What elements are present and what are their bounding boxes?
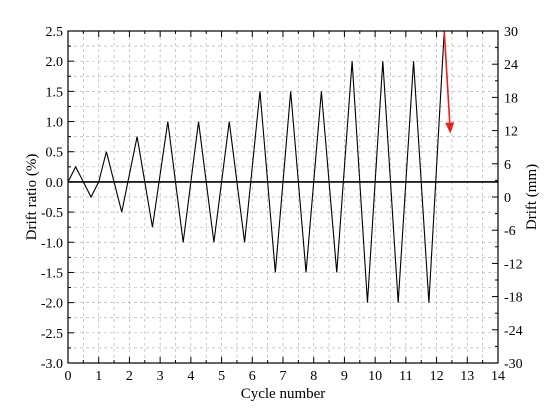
arrow-annotation — [443, 30, 455, 134]
x-tick-label: 7 — [280, 369, 287, 384]
y2-tick-label: 18 — [504, 91, 518, 106]
x-tick-label: 10 — [368, 369, 382, 384]
y2-tick-label: -12 — [504, 257, 523, 272]
x-tick-label: 12 — [430, 369, 444, 384]
y-tick-label: -2.0 — [41, 297, 63, 312]
y-tick-label: -1.5 — [41, 266, 63, 281]
x-tick-label: 3 — [157, 369, 164, 384]
x-tick-label: 6 — [249, 369, 256, 384]
x-tick-label: 2 — [126, 369, 133, 384]
x-tick-label: 13 — [460, 369, 474, 384]
x-axis-title: Cycle number — [241, 386, 326, 402]
x-tick-labels: 0 1 2 3 4 5 6 7 8 9 10 11 12 13 14 — [65, 369, 506, 384]
y-axis-title: Drift ratio (%) — [24, 154, 40, 241]
y2-axis-title: Drift (mm) — [524, 164, 540, 230]
drift-series-line — [67, 30, 445, 303]
x-tick-label: 9 — [341, 369, 348, 384]
y-tick-label: -0.5 — [41, 206, 63, 221]
y-tick-label: 0.5 — [46, 146, 64, 161]
y-tick-label: 1.0 — [46, 116, 64, 131]
y2-tick-labels: -30 -24 -18 -12 -6 0 6 12 18 24 30 — [504, 25, 523, 372]
arrow-head — [445, 122, 455, 134]
x-tick-label: 1 — [95, 369, 102, 384]
y-tick-label: -2.5 — [41, 327, 63, 342]
y2-tick-label: 12 — [504, 125, 518, 140]
axis-ticks — [67, 30, 499, 364]
x-tick-label: 8 — [310, 369, 317, 384]
x-tick-label: 5 — [218, 369, 225, 384]
x-tick-label: 11 — [399, 369, 412, 384]
y2-tick-label: 24 — [504, 58, 518, 73]
grid — [68, 31, 498, 363]
y2-tick-label: -18 — [504, 291, 523, 306]
x-tick-label: 4 — [187, 369, 194, 384]
y2-tick-label: -30 — [504, 357, 523, 372]
y2-tick-label: 30 — [504, 25, 518, 40]
arrow-shaft — [443, 30, 451, 123]
y2-tick-label: -6 — [504, 224, 516, 239]
y2-tick-label: 0 — [504, 191, 511, 206]
y-tick-labels: -3.0 -2.5 -2.0 -1.5 -1.0 -0.5 0.0 0.5 1.0 1.5 2.0 2… — [41, 25, 63, 372]
y-tick-label: 2.0 — [46, 55, 64, 70]
y-tick-label: 1.5 — [46, 85, 64, 100]
y-tick-label: 2.5 — [46, 25, 64, 40]
y-tick-label: -1.0 — [41, 236, 63, 251]
x-tick-label: 14 — [491, 369, 505, 384]
y2-tick-label: -24 — [504, 324, 523, 339]
y2-tick-label: 6 — [504, 158, 511, 173]
y-tick-label: -3.0 — [41, 357, 63, 372]
y-tick-label: 0.0 — [46, 176, 64, 191]
x-tick-label: 0 — [65, 369, 72, 384]
